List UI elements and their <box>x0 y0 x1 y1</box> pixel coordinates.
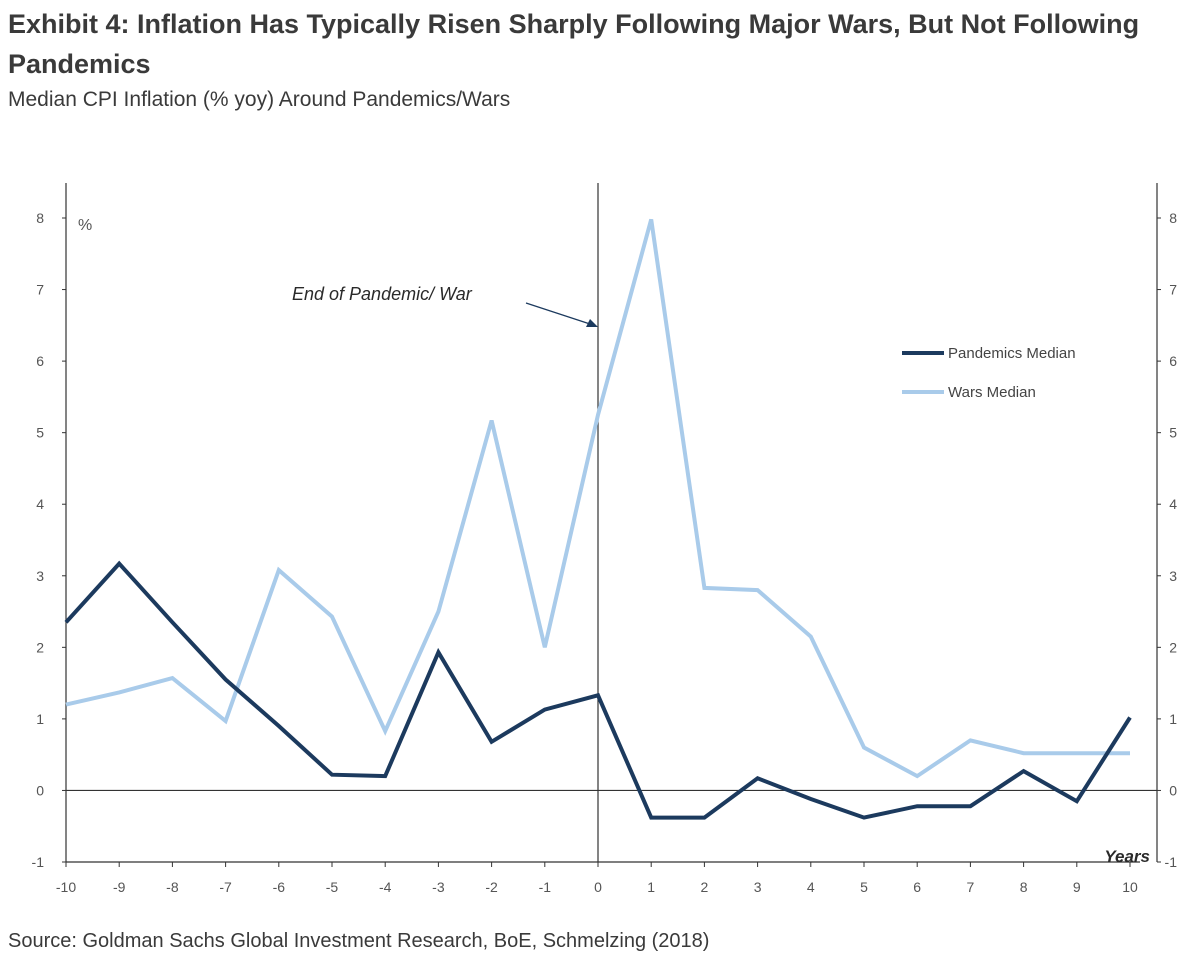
y-axis-unit-label: % <box>78 217 92 234</box>
x-tick-label: 5 <box>860 879 868 895</box>
x-tick-label: 1 <box>647 879 655 895</box>
chart-subtitle: Median CPI Inflation (% yoy) Around Pand… <box>8 88 511 111</box>
x-tick-label: 10 <box>1122 879 1138 895</box>
y-tick-label-right: 3 <box>1169 568 1177 584</box>
x-tick-label: -7 <box>219 879 232 895</box>
y-tick-label-right: 5 <box>1169 425 1177 441</box>
y-tick-label-right: 7 <box>1169 282 1177 298</box>
y-tick-label-right: 8 <box>1169 210 1177 226</box>
x-tick-label: -1 <box>539 879 552 895</box>
x-tick-label: 9 <box>1073 879 1081 895</box>
x-tick-label: 8 <box>1020 879 1028 895</box>
y-tick-label-left: 3 <box>36 568 44 584</box>
y-tick-label-right: 1 <box>1169 711 1177 727</box>
y-tick-label-right: 4 <box>1169 496 1177 512</box>
x-tick-label: -6 <box>273 879 286 895</box>
x-tick-label: -4 <box>379 879 392 895</box>
y-tick-label-left: 1 <box>36 711 44 727</box>
x-tick-label: -10 <box>56 879 76 895</box>
y-tick-label-left: -1 <box>32 854 45 870</box>
annotation-arrowhead <box>586 319 598 327</box>
y-tick-label-left: 2 <box>36 639 44 655</box>
chart-title: Exhibit 4: Inflation Has Typically Risen… <box>8 9 1140 79</box>
y-tick-label-right: -1 <box>1165 854 1178 870</box>
annotation-arrow-line <box>525 302 591 325</box>
annotation-text: End of Pandemic/ War <box>292 284 473 304</box>
x-tick-label: -5 <box>326 879 339 895</box>
x-tick-label: 4 <box>807 879 815 895</box>
x-tick-label: 3 <box>754 879 762 895</box>
source-note: Source: Goldman Sachs Global Investment … <box>8 930 710 952</box>
x-tick-label: -8 <box>166 879 179 895</box>
x-tick-label: -9 <box>113 879 126 895</box>
series-line-pandemics <box>64 560 1132 820</box>
y-tick-label-left: 8 <box>36 210 44 226</box>
y-tick-label-right: 6 <box>1169 353 1177 369</box>
x-tick-label: 7 <box>967 879 975 895</box>
x-tick-label: 6 <box>913 879 921 895</box>
x-axis-label: Years <box>1104 847 1150 866</box>
series-line-wars <box>65 218 1130 779</box>
y-tick-label-right: 2 <box>1169 639 1177 655</box>
y-tick-label-left: 4 <box>36 496 44 512</box>
x-tick-label: 2 <box>701 879 709 895</box>
x-tick-label: 0 <box>594 879 602 895</box>
x-tick-label: -3 <box>432 879 445 895</box>
legend-label-wars: Wars Median <box>948 384 1036 401</box>
y-tick-label-left: 0 <box>36 782 44 798</box>
legend-label-pandemics: Pandemics Median <box>948 345 1076 362</box>
y-tick-label-left: 7 <box>36 282 44 298</box>
x-tick-label: -2 <box>485 879 498 895</box>
y-tick-label-left: 6 <box>36 353 44 369</box>
y-tick-label-right: 0 <box>1169 782 1177 798</box>
y-tick-label-left: 5 <box>36 425 44 441</box>
